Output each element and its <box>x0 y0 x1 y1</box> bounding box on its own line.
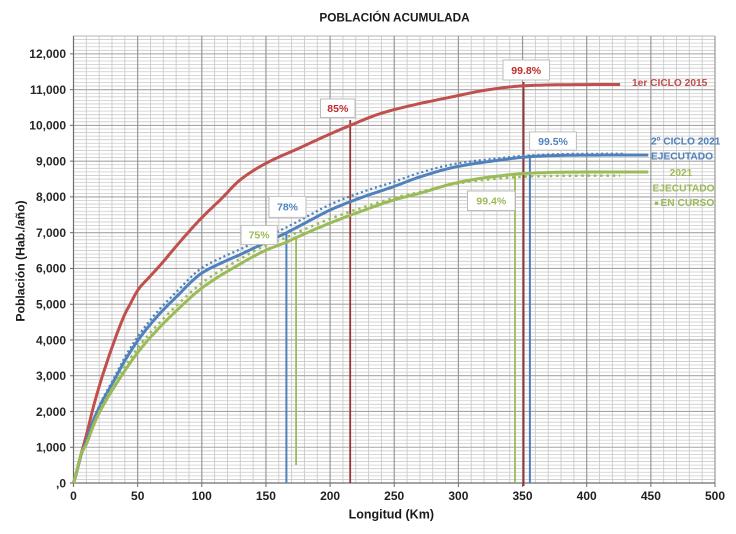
svg-text:3,000: 3,000 <box>36 369 66 383</box>
svg-text:400: 400 <box>577 489 597 503</box>
svg-text:50: 50 <box>131 489 145 503</box>
svg-text:500: 500 <box>705 489 725 503</box>
svg-text:2021: 2021 <box>670 168 693 179</box>
svg-text:12,000: 12,000 <box>29 47 66 61</box>
svg-text:78%: 78% <box>277 202 299 214</box>
svg-text:250: 250 <box>384 489 404 503</box>
svg-text:99.4%: 99.4% <box>476 196 506 208</box>
svg-text:0: 0 <box>70 489 77 503</box>
svg-text:4,000: 4,000 <box>36 333 66 347</box>
svg-text:85%: 85% <box>327 103 349 115</box>
svg-text:EN CURSO: EN CURSO <box>661 198 715 209</box>
svg-text:POBLACIÓN ACUMULADA: POBLACIÓN ACUMULADA <box>319 11 470 25</box>
svg-text:300: 300 <box>448 489 468 503</box>
svg-text:75%: 75% <box>249 230 271 242</box>
svg-text:99.5%: 99.5% <box>538 136 568 148</box>
svg-text:150: 150 <box>256 489 276 503</box>
svg-text:11,000: 11,000 <box>30 83 66 97</box>
svg-text:2º CICLO 2021: 2º CICLO 2021 <box>651 137 721 148</box>
svg-text:Longitud (Km): Longitud (Km) <box>349 508 434 522</box>
svg-text:6,000: 6,000 <box>36 262 66 276</box>
svg-text:5,000: 5,000 <box>36 298 66 312</box>
svg-text:1,000: 1,000 <box>36 441 66 455</box>
svg-text:8,000: 8,000 <box>36 190 66 204</box>
svg-text:10,000: 10,000 <box>29 119 66 133</box>
svg-text:350: 350 <box>512 489 532 503</box>
svg-text:EJECUTADO: EJECUTADO <box>653 184 715 195</box>
svg-text:450: 450 <box>641 489 661 503</box>
svg-text:,0: ,0 <box>56 476 66 490</box>
svg-text:99.8%: 99.8% <box>511 65 541 77</box>
svg-text:9,000: 9,000 <box>36 155 66 169</box>
svg-text:EJECUTADO: EJECUTADO <box>651 152 713 163</box>
svg-text:200: 200 <box>320 489 340 503</box>
svg-text:100: 100 <box>192 489 212 503</box>
svg-text:Población (Hab./año): Población (Hab./año) <box>14 200 28 321</box>
svg-text:2,000: 2,000 <box>36 405 66 419</box>
svg-text:1er CICLO 2015: 1er CICLO 2015 <box>632 78 708 89</box>
svg-text:7,000: 7,000 <box>36 226 66 240</box>
